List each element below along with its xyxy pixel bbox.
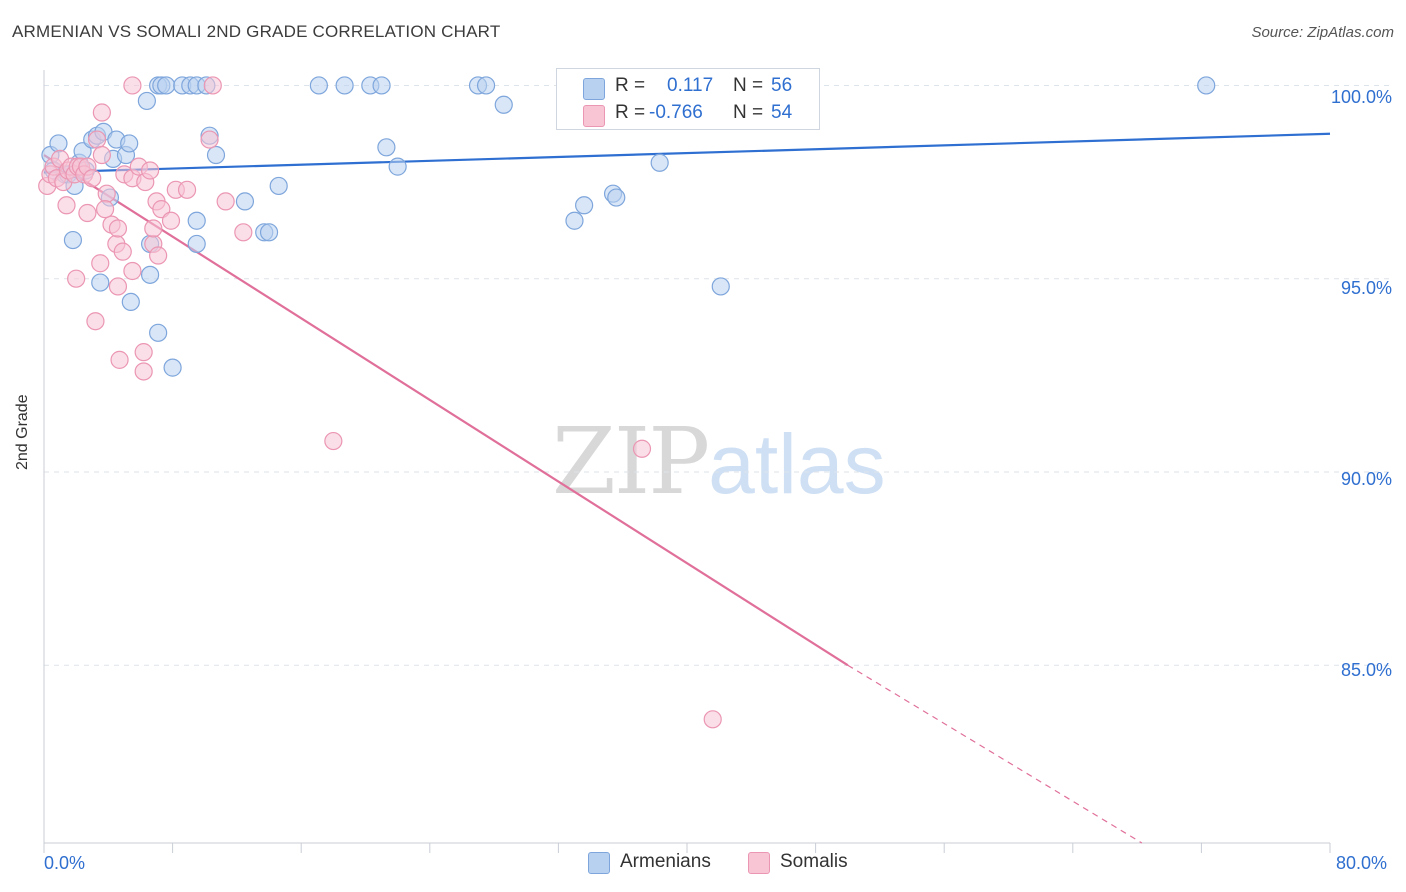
armenians-point — [377, 138, 396, 157]
armenians-point — [575, 196, 594, 215]
somalis-legend-swatch — [748, 852, 770, 874]
armenians-point — [388, 157, 407, 176]
y-tick-100: 100.0% — [1330, 87, 1392, 107]
somalis-point — [161, 211, 181, 230]
somalis-point — [324, 431, 343, 451]
armenians-legend-swatch — [588, 852, 610, 874]
somalis-point — [703, 710, 722, 729]
somalis-trend-extension — [847, 664, 1143, 844]
chart-title: ARMENIAN VS SOMALI 2ND GRADE CORRELATION… — [12, 22, 501, 41]
armenians-point — [650, 153, 669, 172]
somalis-point — [110, 350, 129, 369]
somalis-point — [140, 161, 160, 180]
armenians-point — [157, 76, 176, 95]
armenians-point — [187, 211, 206, 230]
armenians-swatch — [583, 78, 605, 100]
somalis-point — [134, 343, 153, 362]
somalis-point — [134, 362, 153, 381]
y-tick-90: 90.0% — [1340, 469, 1392, 489]
armenians-point — [269, 176, 288, 196]
armenians-n-label: N = — [733, 75, 764, 96]
somalis-point — [234, 223, 253, 242]
somalis-point — [86, 312, 105, 331]
armenians-point — [91, 273, 110, 292]
somalis-point — [97, 184, 116, 203]
somalis-point — [113, 242, 132, 261]
armenians-point — [476, 76, 496, 95]
armenians-point — [140, 265, 160, 284]
armenians-n-value: 56 — [771, 75, 793, 96]
somalis-n-label: N = — [733, 102, 764, 123]
y-tick-85: 85.0% — [1340, 660, 1392, 680]
armenians-point — [137, 91, 156, 111]
somalis-point — [203, 76, 222, 95]
somalis-legend-label: Somalis — [780, 851, 848, 872]
y-tick-95: 95.0% — [1340, 278, 1392, 298]
somalis-point — [177, 180, 197, 199]
watermark-zip: ZIP — [552, 408, 710, 515]
armenians-point — [149, 323, 168, 342]
armenians-point — [206, 145, 226, 165]
somalis-swatch — [583, 105, 605, 127]
armenians-point — [494, 95, 513, 114]
stats-legend: R = 0.117 N = 56 R = -0.766 N = 54 — [556, 68, 820, 130]
somalis-point — [108, 277, 128, 296]
somalis-point — [123, 261, 142, 281]
somalis-point — [78, 203, 97, 223]
armenians-point — [163, 358, 182, 377]
armenians-point — [335, 76, 354, 95]
armenians-point — [121, 292, 140, 311]
x-tick-max: 80.0% — [1336, 853, 1388, 873]
armenians-point — [607, 188, 626, 207]
watermark: ZIPatlas — [552, 408, 886, 515]
somalis-r-value: -0.766 — [649, 102, 703, 123]
armenians-point — [49, 134, 68, 153]
somalis-trend-line — [43, 154, 849, 667]
armenians-r-label: R = — [615, 75, 646, 96]
somalis-point — [57, 196, 76, 215]
somalis-point — [149, 246, 168, 265]
somalis-point — [87, 130, 107, 149]
armenians-r-value: 0.117 — [667, 75, 714, 96]
armenians-point — [235, 192, 255, 211]
somalis-point — [91, 254, 110, 273]
somalis-point — [92, 103, 111, 122]
armenians-point — [63, 230, 83, 250]
armenians-legend-label: Armenians — [620, 851, 711, 872]
armenians-point — [259, 223, 279, 242]
somalis-point — [123, 76, 142, 95]
source-label: Source: ZipAtlas.com — [1251, 24, 1394, 41]
somalis-point — [95, 200, 115, 219]
armenians-point — [309, 76, 328, 95]
somalis-point — [216, 192, 235, 211]
armenians-point — [711, 277, 730, 296]
somalis-point — [83, 169, 102, 188]
armenians-point — [187, 234, 206, 254]
somalis-point — [108, 219, 128, 238]
somalis-point — [200, 130, 219, 149]
armenians-point — [372, 76, 391, 95]
somalis-n-value: 54 — [771, 102, 793, 123]
armenians-point — [565, 211, 584, 230]
armenians-point — [120, 134, 139, 153]
armenians-trend-line — [43, 132, 1331, 174]
x-tick-min: 0.0% — [44, 853, 86, 873]
watermark-atlas: atlas — [708, 417, 886, 511]
somalis-point — [67, 269, 86, 288]
armenians-point — [1197, 76, 1216, 95]
somalis-point — [632, 439, 652, 458]
somalis-point — [152, 200, 171, 219]
somalis-r-label: R = — [615, 102, 646, 123]
somalis-point — [92, 145, 111, 165]
somalis-point — [144, 219, 163, 238]
